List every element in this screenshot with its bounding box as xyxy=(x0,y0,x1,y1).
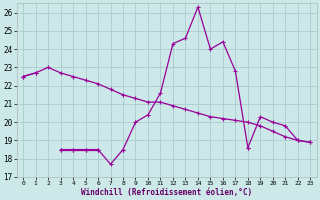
X-axis label: Windchill (Refroidissement éolien,°C): Windchill (Refroidissement éolien,°C) xyxy=(81,188,252,197)
